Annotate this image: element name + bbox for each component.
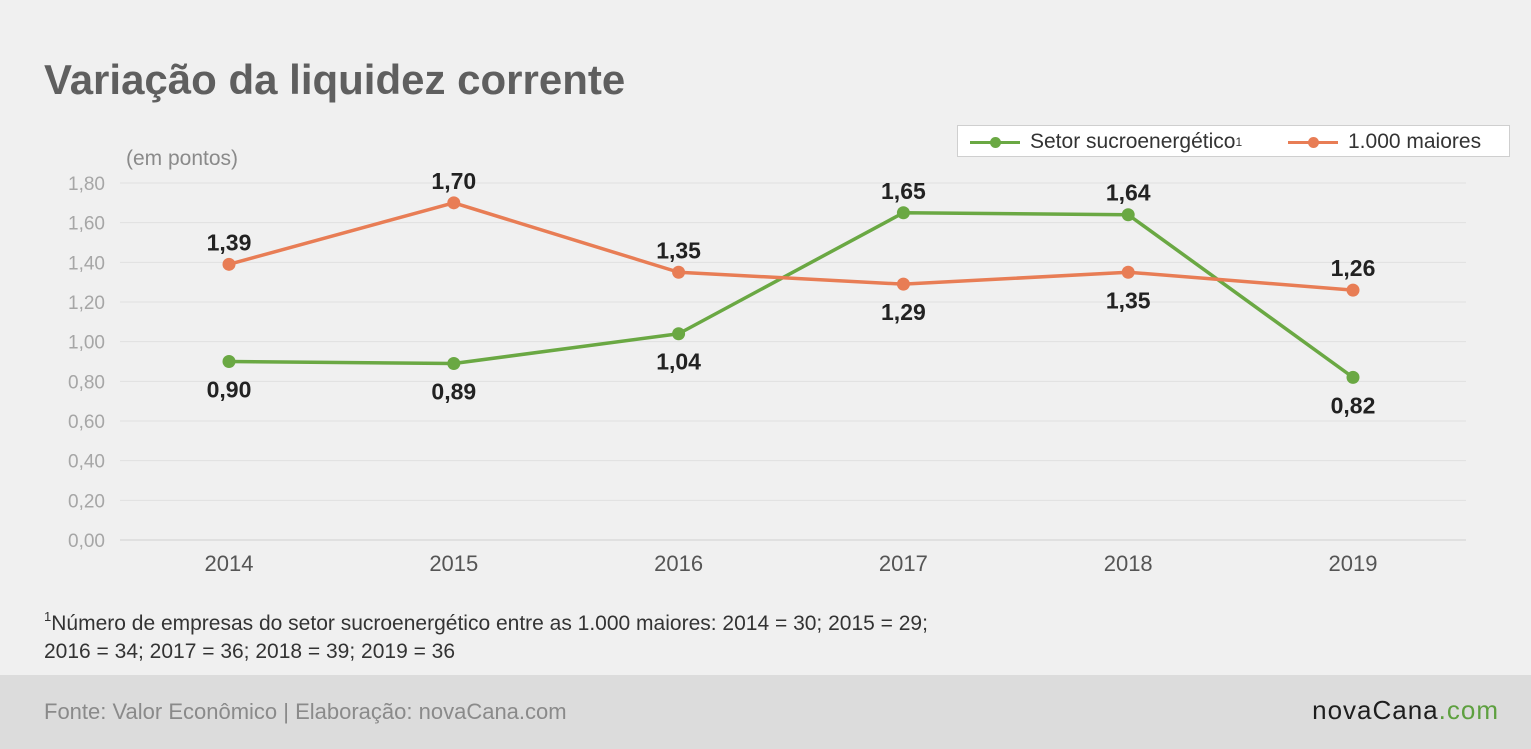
data-point [1121, 208, 1135, 222]
x-tick-label: 2014 [205, 551, 254, 576]
data-label: 1,65 [881, 178, 926, 204]
data-point [222, 355, 236, 368]
legend-line-marker-icon [970, 131, 1020, 153]
y-tick-label: 1,20 [68, 293, 105, 314]
data-label: 0,89 [431, 378, 476, 404]
data-point [447, 356, 461, 370]
y-tick-label: 1,40 [68, 253, 105, 274]
legend-item-maiores: 1.000 maiores [1288, 130, 1481, 154]
legend-footnote-marker: 1 [1235, 135, 1243, 149]
footnote-marker: 1 [44, 609, 52, 624]
data-point [672, 265, 686, 279]
data-point [672, 327, 686, 341]
x-tick-label: 2018 [1104, 551, 1153, 576]
y-tick-label: 0,00 [68, 531, 105, 552]
y-tick-label: 0,60 [68, 412, 105, 433]
data-label: 1,26 [1331, 255, 1376, 281]
novacana-logo: novaCana.com [1312, 695, 1499, 725]
y-tick-label: 0,20 [68, 491, 105, 512]
x-tick-label: 2016 [654, 551, 703, 576]
legend-line-marker-icon [1288, 131, 1338, 153]
source-credit: Fonte: Valor Econômico | Elaboração: nov… [44, 699, 567, 724]
data-label: 1,29 [881, 299, 926, 325]
legend-item-setor: Setor sucroenergético 1 [970, 130, 1242, 154]
series-line-setor [228, 211, 1355, 379]
data-label: 0,82 [1331, 392, 1376, 418]
chart-legend: Setor sucroenergético 1 1.000 maiores [957, 125, 1510, 157]
data-point [1346, 370, 1360, 384]
data-label: 1,70 [431, 168, 476, 194]
legend-label-setor: Setor sucroenergético [1030, 130, 1236, 153]
data-label: 0,90 [207, 377, 252, 403]
y-tick-label: 1,80 [68, 174, 105, 195]
data-label: 1,35 [1106, 287, 1151, 313]
data-point [896, 277, 910, 291]
footnote-line-1: Número de empresas do setor sucroenergét… [51, 612, 928, 635]
y-tick-label: 1,60 [68, 214, 105, 235]
footnote-line-2: 2016 = 34; 2017 = 36; 2018 = 39; 2019 = … [44, 640, 456, 663]
x-tick-label: 2019 [1329, 551, 1378, 576]
y-axis-unit-label: (em pontos) [126, 147, 239, 170]
x-tick-label: 2015 [429, 551, 478, 576]
y-tick-label: 1,00 [68, 333, 105, 354]
line-chart: 0,00 0,20 0,40 0,60 0,80 1,00 1,20 1,40 1,60 1,80… [68, 168, 1466, 576]
data-point [1121, 265, 1135, 279]
data-label: 1,35 [656, 237, 701, 263]
data-label: 1,04 [656, 349, 701, 375]
chart-title: Variação da liquidez corrente [44, 56, 626, 103]
footnote: 1Número de empresas do setor sucroenergé… [44, 604, 928, 666]
data-point [447, 196, 461, 210]
legend-label-maiores: 1.000 maiores [1348, 130, 1482, 153]
y-tick-label: 0,80 [68, 372, 105, 393]
series-line-maiores [228, 201, 1354, 292]
data-label: 1,39 [207, 229, 252, 255]
data-point [1346, 283, 1360, 297]
data-label: 1,64 [1106, 180, 1151, 206]
y-tick-label: 0,40 [68, 452, 105, 473]
data-point [222, 257, 236, 271]
data-point [896, 206, 910, 220]
x-tick-label: 2017 [879, 551, 928, 576]
footer-bar: Fonte: Valor Econômico | Elaboração: nov… [0, 675, 1531, 749]
